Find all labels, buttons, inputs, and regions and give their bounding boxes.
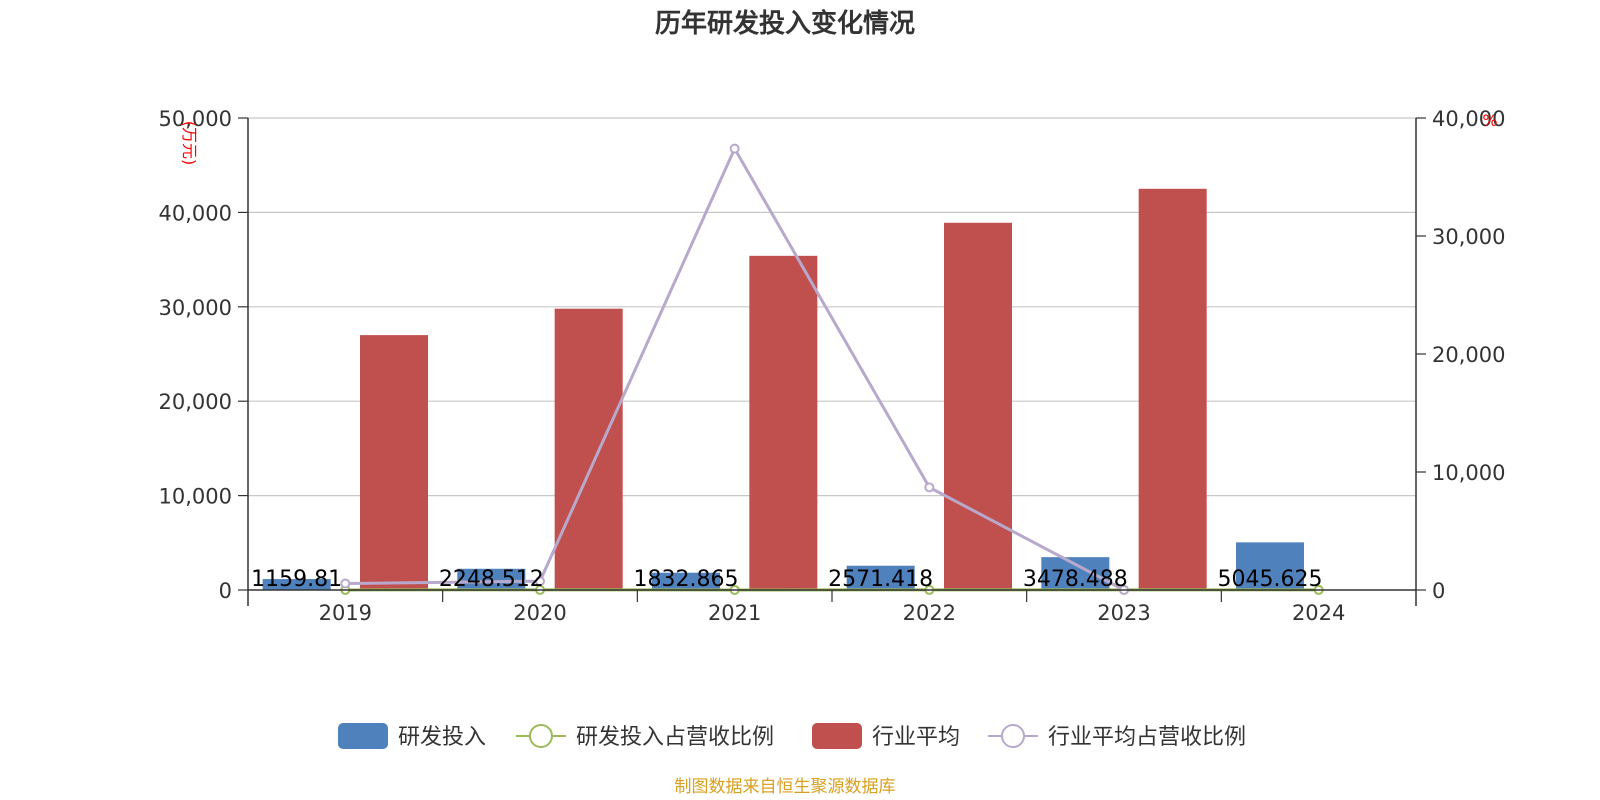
legend-label: 行业平均: [872, 725, 960, 750]
left-tick-label: 10,000: [159, 485, 232, 509]
legend-marker-行业平均占营收比例: [1001, 724, 1025, 748]
data-label: 1159.81: [251, 567, 342, 592]
x-tick-label: 2023: [1097, 601, 1150, 625]
legend-label: 研发投入占营收比例: [576, 725, 774, 750]
x-tick-label: 2019: [319, 601, 372, 625]
bar-行业平均-2023: [1138, 188, 1207, 591]
bar-研发投入-2024: [1236, 542, 1304, 590]
x-tick-label: 2021: [708, 601, 761, 625]
x-tick-label: 2020: [513, 601, 566, 625]
left-tick-label: 0: [219, 579, 232, 603]
legend-label: 行业平均占营收比例: [1048, 725, 1246, 750]
data-label: 5045.625: [1218, 567, 1323, 592]
left-tick-label: 40,000: [159, 201, 232, 225]
left-tick-label: 20,000: [159, 390, 232, 414]
bar-研发投入-2022: [846, 565, 915, 590]
left-tick-label: 50,000: [159, 107, 232, 131]
left-tick-label: 30,000: [159, 296, 232, 320]
bar-行业平均-2022: [944, 222, 1012, 590]
axes: 0 10,000 20,000 30,000 40,000 50,000 0 10,000 20…: [159, 107, 1506, 625]
right-unit-label: %: [1482, 111, 1497, 130]
bar-行业平均-2019: [360, 335, 428, 590]
bar-行业平均-2021: [749, 255, 818, 590]
legend-marker-研发投入占营收比例: [529, 724, 553, 748]
right-tick-label: 30,000: [1432, 225, 1505, 249]
bar-研发投入-2021: [652, 572, 720, 590]
x-tick-label: 2024: [1292, 601, 1345, 625]
legend-swatch-行业平均: [812, 723, 862, 749]
x-tick-label: 2022: [903, 601, 956, 625]
right-tick-label: 40,000: [1432, 107, 1505, 131]
data-label: 2571.418: [828, 567, 933, 592]
legend-label: 研发投入: [398, 725, 486, 750]
right-tick-label: 0: [1432, 579, 1445, 603]
left-unit-label: (万元): [180, 121, 199, 166]
legend: 研发投入 研发投入占营收比例 行业平均 行业平均占营收比例: [338, 723, 1246, 750]
chart-title: 历年研发投入变化情况: [655, 8, 915, 39]
bar-研发投入-2019: [262, 579, 331, 590]
bar-研发投入-2023: [1041, 557, 1110, 590]
gridlines: [248, 117, 1416, 497]
legend-swatch-研发投入: [338, 723, 388, 749]
data-label: 2248.512: [439, 567, 544, 592]
bar-研发投入-2020: [457, 568, 526, 590]
point-行业平均占营收比例: [729, 143, 740, 154]
right-tick-label: 20,000: [1432, 343, 1505, 367]
bars: [262, 188, 1304, 591]
data-label: 3478.488: [1023, 567, 1128, 592]
right-tick-label: 10,000: [1432, 461, 1505, 485]
bar-行业平均-2020: [554, 308, 623, 590]
point-行业平均占营收比例: [340, 578, 351, 589]
source-note: 制图数据来自恒生聚源数据库: [675, 777, 896, 797]
data-labels: 1159.81 2248.512 1832.865 2571.418 3478.488 5…: [251, 567, 1322, 592]
data-label: 1832.865: [634, 567, 739, 592]
point-行业平均占营收比例: [535, 576, 545, 587]
point-行业平均占营收比例: [924, 482, 935, 493]
